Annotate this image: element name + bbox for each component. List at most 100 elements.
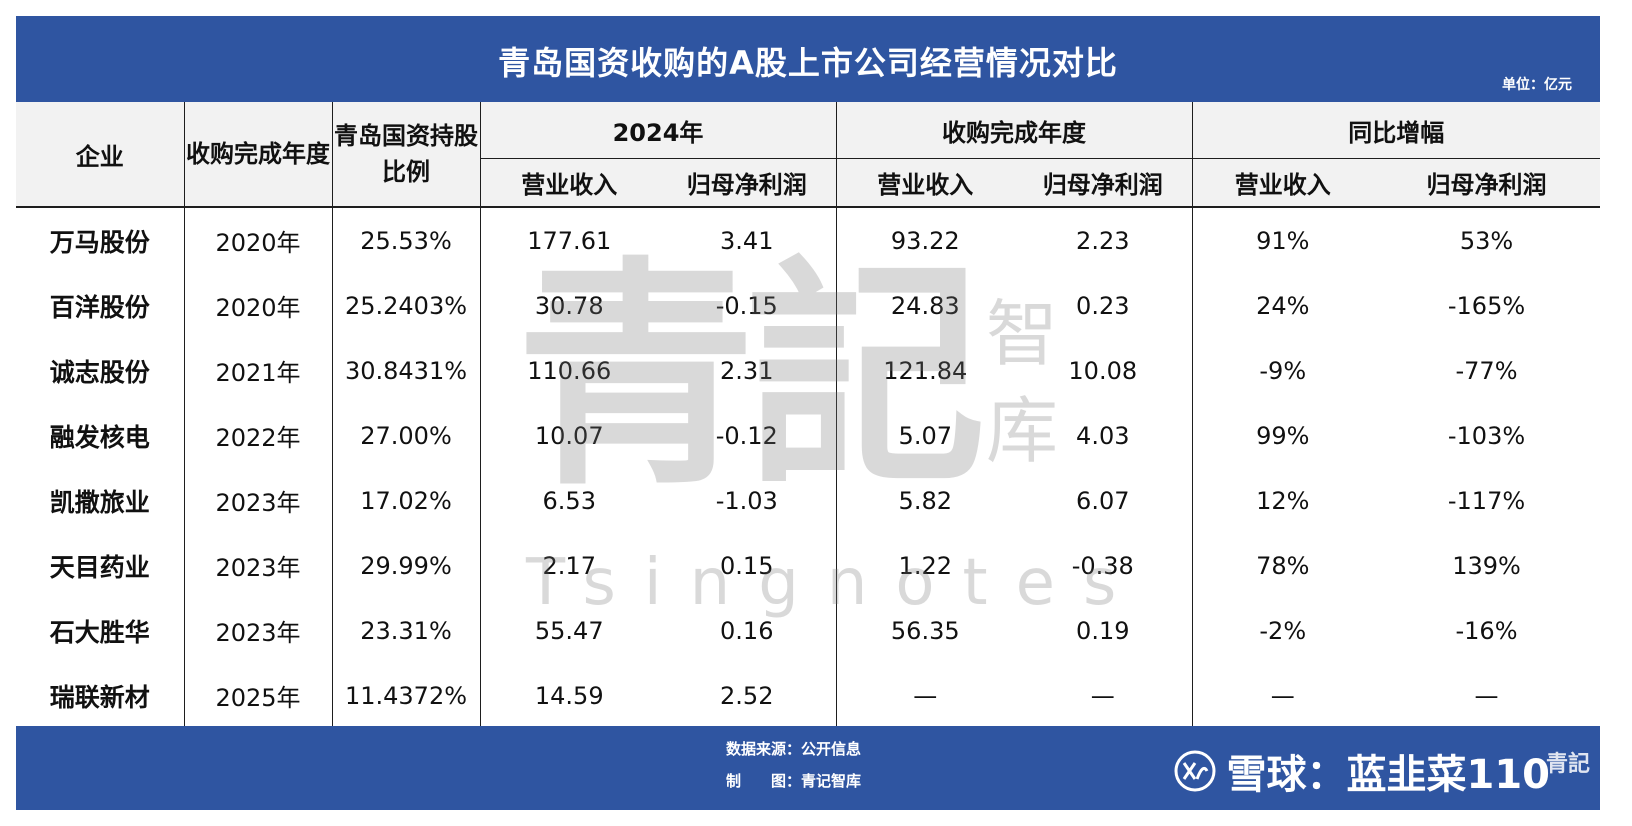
share-ratio: 30.8431%	[332, 338, 481, 403]
revenue-acq: 24.83	[890, 291, 960, 320]
profit-acq: —	[1014, 663, 1193, 728]
header-profit-yoy: 归母净利润	[1373, 158, 1601, 207]
profit-2024: 2.52	[658, 663, 837, 728]
header-profit-acq: 归母净利润	[1014, 158, 1193, 207]
revenue-acq: 56.35	[890, 616, 960, 645]
profit-acq: 6.07	[1014, 468, 1193, 533]
xueqiu-user-text: 雪球：蓝韭菜110	[1226, 752, 1551, 798]
revenue-2024: 55.47	[534, 616, 604, 645]
company-name: 融发核电	[16, 403, 185, 468]
profit-2024: -0.12	[658, 403, 837, 468]
revenue-yoy: 99%	[1256, 421, 1310, 450]
revenue-acq: 93.22	[890, 226, 960, 255]
profit-acq: 2.23	[1014, 207, 1193, 273]
revenue-yoy: —	[1270, 681, 1295, 710]
header-group-acq: 收购完成年度	[836, 102, 1193, 159]
table-row: 凯撒旅业 2023年 17.02% 6.53 -1.03 5.82 6.07 1…	[16, 468, 1600, 533]
acq-year: 2023年	[184, 598, 333, 663]
share-ratio: 25.53%	[332, 207, 481, 273]
profit-acq: 0.19	[1014, 598, 1193, 663]
share-ratio: 25.2403%	[332, 273, 481, 338]
revenue-acq: 5.82	[898, 486, 952, 515]
company-name: 万马股份	[16, 207, 185, 273]
acq-year: 2023年	[184, 533, 333, 598]
revenue-yoy: -2%	[1259, 616, 1307, 645]
profit-2024: -1.03	[658, 468, 837, 533]
company-name: 诚志股份	[16, 338, 185, 403]
company-name: 百洋股份	[16, 273, 185, 338]
acq-year: 2023年	[184, 468, 333, 533]
page-title: 青岛国资收购的A股上市公司经营情况对比	[498, 44, 1118, 82]
footer-bar: 数据来源：公开信息 制 图：青记智库 雪球：蓝韭菜110 青記	[16, 726, 1600, 810]
revenue-acq: 1.22	[898, 551, 952, 580]
table-row: 融发核电 2022年 27.00% 10.07 -0.12 5.07 4.03 …	[16, 403, 1600, 468]
header-revenue-yoy: 营业收入	[1192, 158, 1374, 207]
revenue-yoy: -9%	[1259, 356, 1307, 385]
comparison-table: 企业 收购完成年度 青岛国资持股比例 2024年 收购完成年度 同比增幅 营业收…	[16, 102, 1601, 728]
profit-2024: 3.41	[658, 207, 837, 273]
table-row: 石大胜华 2023年 23.31% 55.47 0.16 56.35 0.19 …	[16, 598, 1600, 663]
revenue-acq: 121.84	[883, 356, 968, 385]
header-year: 收购完成年度	[184, 102, 333, 207]
revenue-2024: 10.07	[534, 421, 604, 450]
xueqiu-watermark: 雪球：蓝韭菜110 青記	[1173, 742, 1590, 800]
revenue-2024: 110.66	[527, 356, 612, 385]
profit-yoy: -16%	[1455, 616, 1518, 645]
table-row: 诚志股份 2021年 30.8431% 110.66 2.31 121.84 1…	[16, 338, 1600, 403]
profit-acq: 0.23	[1014, 273, 1193, 338]
profit-yoy: -77%	[1455, 356, 1518, 385]
table-row: 百洋股份 2020年 25.2403% 30.78 -0.15 24.83 0.…	[16, 273, 1600, 338]
acq-year: 2020年	[184, 273, 333, 338]
header-company: 企业	[16, 102, 185, 207]
data-source: 数据来源：公开信息	[726, 740, 862, 758]
header-revenue-acq: 营业收入	[836, 158, 1015, 207]
header-group-yoy: 同比增幅	[1192, 102, 1601, 159]
profit-2024: 0.16	[658, 598, 837, 663]
profit-acq: 10.08	[1014, 338, 1193, 403]
revenue-yoy: 12%	[1256, 486, 1310, 515]
revenue-2024: 2.17	[542, 551, 596, 580]
corner-stamp: 青記	[1545, 752, 1590, 777]
share-ratio: 23.31%	[332, 598, 481, 663]
profit-yoy: -103%	[1447, 421, 1526, 450]
revenue-acq: 5.07	[898, 421, 952, 450]
acq-year: 2020年	[184, 207, 333, 273]
profit-yoy: -117%	[1447, 486, 1526, 515]
table-row: 万马股份 2020年 25.53% 177.61 3.41 93.22 2.23…	[16, 207, 1600, 273]
share-ratio: 11.4372%	[332, 663, 481, 728]
company-name: 天目药业	[16, 533, 185, 598]
profit-2024: 0.15	[658, 533, 837, 598]
profit-acq: -0.38	[1014, 533, 1193, 598]
header-share: 青岛国资持股比例	[332, 102, 481, 207]
company-name: 石大胜华	[16, 598, 185, 663]
header-revenue-2024: 营业收入	[480, 158, 658, 207]
profit-acq: 4.03	[1014, 403, 1193, 468]
unit-label: 单位：亿元	[1502, 77, 1572, 93]
profit-yoy: —	[1474, 681, 1499, 710]
revenue-acq: —	[913, 681, 938, 710]
company-name: 凯撒旅业	[16, 468, 185, 533]
revenue-2024: 6.53	[542, 486, 596, 515]
share-ratio: 29.99%	[332, 533, 481, 598]
title-bar: 青岛国资收购的A股上市公司经营情况对比 单位：亿元	[16, 16, 1600, 102]
profit-yoy: -165%	[1447, 291, 1526, 320]
profit-2024: -0.15	[658, 273, 837, 338]
made-by: 制 图：青记智库	[726, 772, 862, 790]
revenue-2024: 14.59	[534, 681, 604, 710]
acq-year: 2025年	[184, 663, 333, 728]
report-frame: 青岛国资收购的A股上市公司经营情况对比 单位：亿元 企业 收购完成年度 青岛国资…	[16, 16, 1601, 810]
profit-yoy: 139%	[1452, 551, 1521, 580]
xueqiu-logo-icon	[1174, 750, 1215, 792]
revenue-yoy: 24%	[1256, 291, 1310, 320]
profit-2024: 2.31	[658, 338, 837, 403]
acq-year: 2022年	[184, 403, 333, 468]
revenue-2024: 30.78	[534, 291, 604, 320]
company-name: 瑞联新材	[16, 663, 185, 728]
table-row: 瑞联新材 2025年 11.4372% 14.59 2.52 — — — —	[16, 663, 1600, 728]
table-row: 天目药业 2023年 29.99% 2.17 0.15 1.22 -0.38 7…	[16, 533, 1600, 598]
revenue-yoy: 78%	[1256, 551, 1310, 580]
share-ratio: 27.00%	[332, 403, 481, 468]
revenue-yoy: 91%	[1256, 226, 1310, 255]
revenue-2024: 177.61	[527, 226, 612, 255]
header-group-2024: 2024年	[480, 102, 837, 159]
